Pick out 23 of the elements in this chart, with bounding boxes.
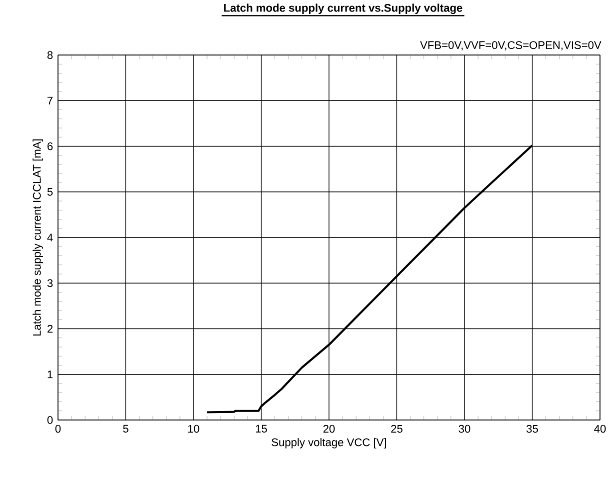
x-tick-label: 5 <box>123 424 128 433</box>
y-tick-label: 2 <box>48 324 53 333</box>
y-tick-label: 4 <box>47 234 53 242</box>
y-tick-label: 7 <box>48 96 53 104</box>
x-tick-label: 20 <box>323 424 335 433</box>
y-axis-title: Latch mode supply current ICCLAT [mA] <box>32 139 43 336</box>
y-tick-label: 3 <box>47 279 53 288</box>
x-tick-label: 25 <box>391 424 402 433</box>
y-tick-label: 8 <box>47 51 53 59</box>
y-tick-label: 6 <box>48 142 53 150</box>
x-tick-label: 35 <box>526 424 538 433</box>
x-tick-label: 15 <box>256 424 267 433</box>
x-axis-title: Supply voltage VCC [V] <box>272 438 386 448</box>
x-tick-label: 40 <box>594 424 606 433</box>
y-tick-label: 1 <box>48 370 53 378</box>
chart-title: Latch mode supply current vs.Supply voltage <box>224 4 462 14</box>
y-tick-label: 0 <box>47 416 53 424</box>
chart-subtitle: VFB=0V,VVF=0V,CS=OPEN,VIS=0V <box>420 41 602 50</box>
x-tick-label: 10 <box>188 424 200 433</box>
y-tick-label: 5 <box>47 188 53 196</box>
line-series <box>206 144 534 414</box>
x-tick-label: 0 <box>55 424 61 433</box>
x-tick-label: 30 <box>458 424 470 433</box>
